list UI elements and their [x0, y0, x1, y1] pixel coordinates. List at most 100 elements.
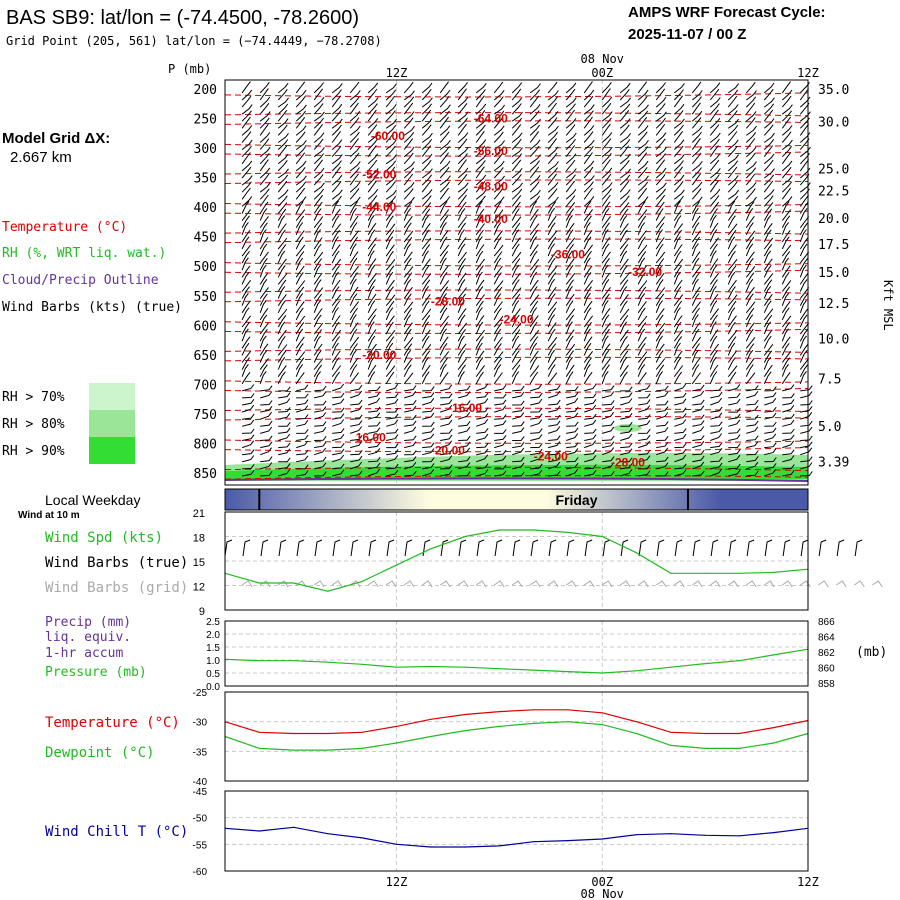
wind-barb — [746, 385, 759, 392]
wind-barb — [799, 335, 807, 349]
wind-barb — [278, 469, 291, 477]
wind-barb — [277, 308, 288, 321]
wind-barb — [403, 337, 414, 349]
wind-barb — [241, 160, 253, 172]
wind-barb — [583, 104, 595, 115]
wind-barb — [673, 365, 684, 377]
true-barb — [368, 539, 377, 557]
wind-barb — [259, 322, 269, 335]
wind-barb — [565, 202, 576, 214]
wind-barb — [620, 392, 633, 399]
wind-barb — [313, 88, 323, 101]
wind-barb — [583, 201, 592, 214]
wind-barb — [241, 265, 251, 278]
wind-barb — [511, 174, 522, 186]
wind-barb — [619, 145, 630, 158]
wind-barb — [782, 399, 795, 406]
wind-barb — [403, 307, 413, 321]
wind-barb — [511, 293, 521, 306]
wind-barb — [745, 138, 756, 150]
true-barb — [710, 539, 719, 557]
wind-barb — [476, 442, 489, 449]
wind-barb — [260, 420, 273, 427]
wind-barb — [457, 258, 466, 271]
wind-barb — [529, 350, 539, 363]
dewpoint-line-point — [430, 735, 432, 738]
wind-barb — [313, 237, 323, 250]
wind-barb — [295, 152, 306, 165]
wind-barb — [511, 300, 520, 313]
wind-barb — [493, 286, 503, 299]
wind-barb — [547, 328, 556, 342]
wind-barb — [565, 132, 577, 143]
wind-barb — [583, 328, 591, 342]
wind-barb — [440, 384, 453, 392]
wind-barb — [763, 88, 774, 101]
wind-barb — [367, 250, 375, 264]
wind-barb — [637, 89, 649, 101]
wind-barb — [475, 215, 484, 228]
wind-barb — [313, 208, 322, 221]
wind-barb — [368, 433, 381, 441]
wind-barb — [763, 250, 772, 264]
wind-barb — [331, 236, 339, 250]
wind-barb — [439, 160, 451, 172]
wind-barb — [637, 351, 648, 363]
wind-barb — [277, 279, 287, 292]
wind-barb — [782, 434, 795, 441]
rh-level-label-3: RH > 90% — [2, 444, 65, 459]
wind-barb — [367, 208, 376, 221]
wind-barb — [637, 196, 649, 207]
wind-barb — [367, 180, 377, 193]
wind-barb — [673, 294, 684, 307]
wind-barb — [332, 398, 345, 406]
wind-barb — [799, 237, 809, 250]
wind-barb — [745, 266, 756, 278]
wind-barb — [331, 307, 339, 321]
wind-barb — [367, 138, 378, 150]
wind-barb — [745, 146, 757, 158]
wind-barb — [745, 293, 754, 306]
wind-barb — [349, 236, 358, 250]
wind-barb — [799, 308, 809, 321]
wind-barb — [385, 294, 396, 307]
wind-barb — [620, 442, 633, 449]
true-barb — [458, 539, 467, 557]
wind-barb — [385, 315, 395, 328]
wind-barb — [367, 279, 376, 292]
wind-barb — [440, 449, 453, 456]
wind-barb — [349, 278, 357, 292]
wind-barb — [583, 230, 593, 243]
wind-barb — [530, 443, 543, 449]
wind-barb — [385, 166, 396, 179]
wind-barb — [782, 464, 795, 470]
wind-barb — [349, 152, 360, 165]
wind-barb — [457, 182, 469, 193]
wind-barb — [440, 440, 453, 449]
true-barb — [674, 539, 683, 557]
wind-barb — [493, 125, 505, 136]
wind-barb — [781, 152, 791, 165]
wind-barb — [566, 406, 579, 413]
wind-barb — [619, 308, 630, 321]
true-barb — [494, 539, 503, 557]
true-barb — [620, 539, 629, 557]
wind-barb — [386, 469, 399, 477]
wind-barb — [295, 351, 306, 363]
wind-barb — [295, 89, 307, 101]
temp-tick-2: -30 — [193, 718, 208, 729]
wind-barb — [494, 449, 507, 456]
wind-barb — [583, 95, 594, 108]
wind-barb — [709, 335, 718, 349]
pressure-line-point — [670, 666, 672, 668]
wind-barb — [241, 166, 252, 179]
wind-barb — [602, 391, 615, 399]
true-barb — [278, 539, 287, 557]
wind-barb — [241, 307, 250, 321]
wind-barb — [691, 307, 700, 321]
wind-barb — [314, 421, 327, 427]
wind-barb — [277, 208, 287, 221]
wind-barb — [331, 342, 339, 356]
dewpoint-line-point — [601, 724, 603, 726]
wind-barb — [367, 350, 376, 363]
